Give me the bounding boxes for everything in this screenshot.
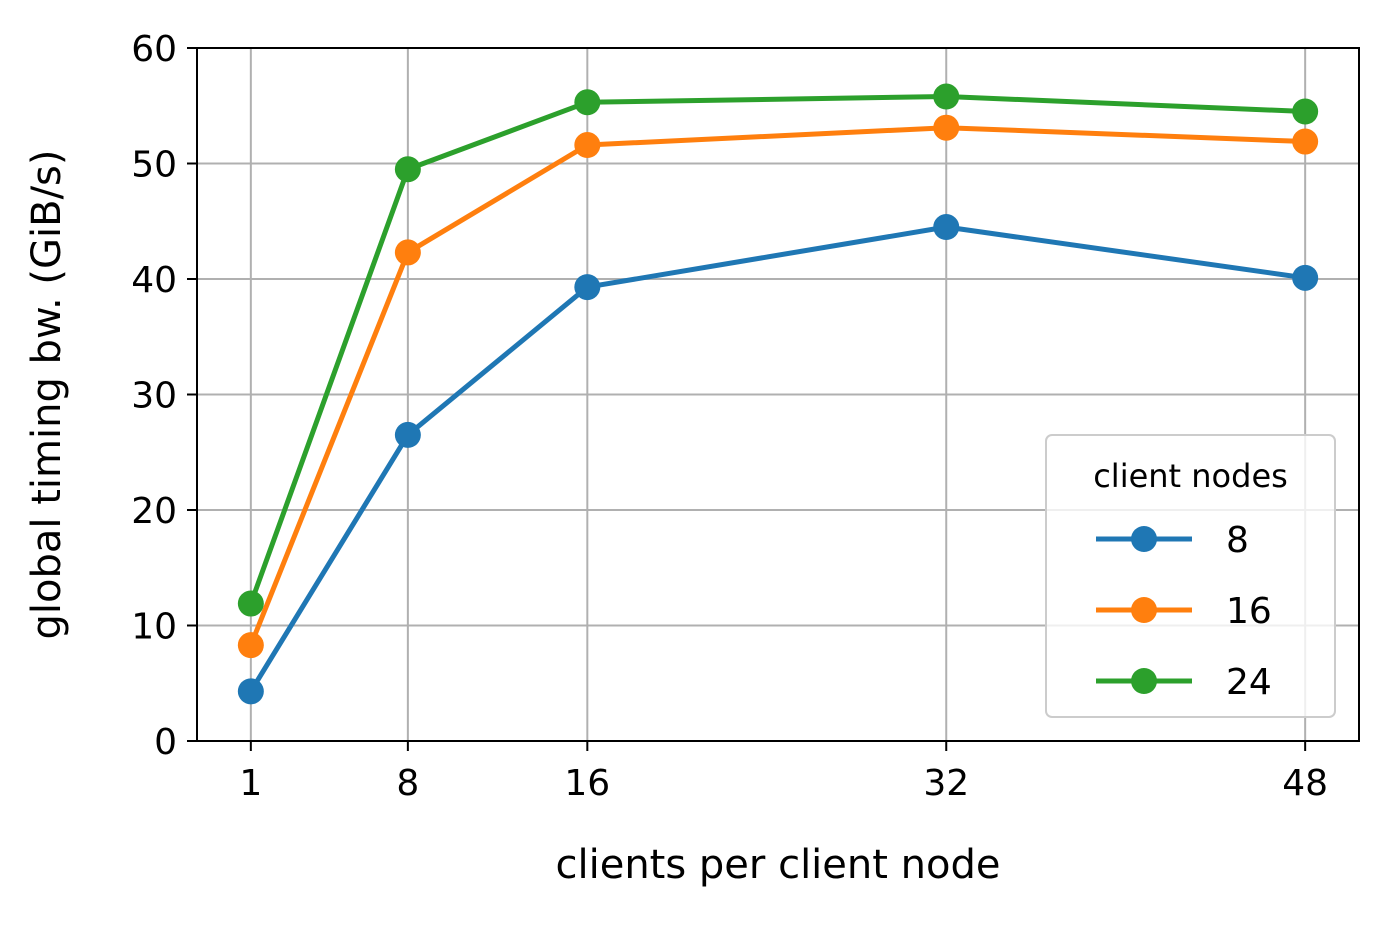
data-point: [574, 89, 601, 116]
data-point: [394, 156, 421, 183]
x-tick-label: 8: [396, 763, 419, 804]
legend-marker: [1131, 526, 1157, 552]
y-tick-label: 40: [131, 260, 177, 301]
legend-marker: [1131, 668, 1157, 694]
data-point: [933, 114, 960, 141]
legend: client nodes 8 16 24: [1045, 434, 1336, 718]
legend-item-16: 16: [1096, 591, 1272, 632]
y-tick-label: 0: [154, 722, 177, 763]
legend-title: client nodes: [1093, 457, 1288, 495]
axes: 1 8 16 32 48 0 10 20 30 40 50 60: [131, 29, 1328, 804]
series-16: [237, 114, 1319, 659]
data-point: [1292, 98, 1319, 125]
data-point: [237, 590, 264, 617]
y-tick-label: 60: [131, 29, 177, 70]
x-tick-label: 32: [923, 763, 969, 804]
legend-label: 24: [1226, 662, 1272, 703]
series-8: [237, 214, 1319, 705]
data-point: [237, 678, 264, 705]
x-axis-label: clients per client node: [556, 842, 1001, 888]
legend-item-24: 24: [1096, 662, 1272, 703]
data-point: [237, 632, 264, 659]
legend-marker: [1131, 597, 1157, 623]
legend-label: 16: [1226, 591, 1272, 632]
legend-label: 8: [1226, 520, 1249, 561]
x-tick-label: 16: [564, 763, 610, 804]
x-tick-label: 1: [239, 763, 262, 804]
y-axis-label: global timing bw. (GiB/s): [24, 150, 70, 640]
data-point: [933, 214, 960, 241]
legend-box: [1045, 434, 1336, 718]
data-point: [394, 421, 421, 448]
data-point: [1292, 264, 1319, 291]
y-tick-label: 50: [131, 145, 177, 186]
y-tick-label: 20: [131, 491, 177, 532]
data-point: [574, 274, 601, 301]
legend-item-8: 8: [1096, 520, 1249, 561]
data-point: [1292, 128, 1319, 155]
series-24: [237, 83, 1319, 617]
data-point: [394, 239, 421, 266]
y-tick-label: 30: [131, 376, 177, 417]
series-layer: [237, 83, 1319, 705]
data-point: [933, 83, 960, 110]
x-tick-label: 48: [1282, 763, 1328, 804]
data-point: [574, 132, 601, 159]
y-tick-label: 10: [131, 607, 177, 648]
